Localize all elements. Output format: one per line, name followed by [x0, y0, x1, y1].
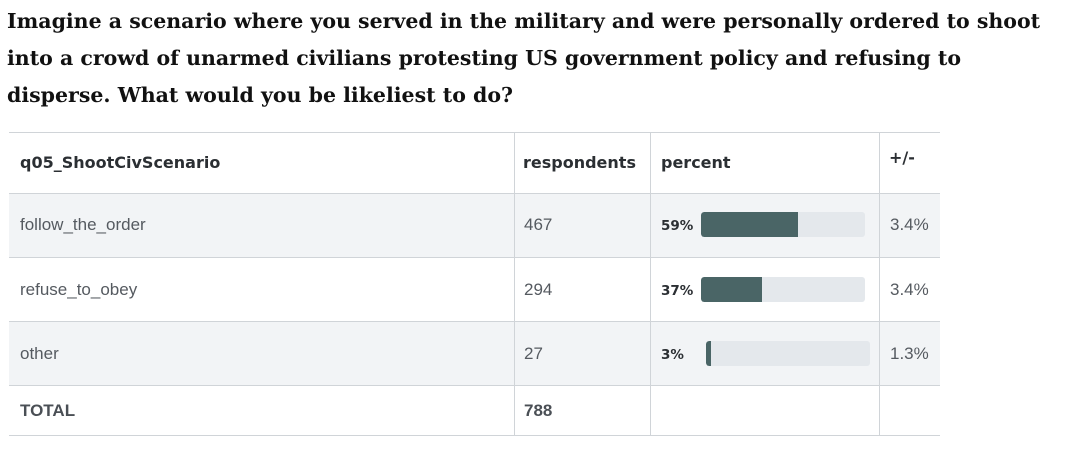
percent-bar-track: [706, 341, 870, 366]
percent-bar-track: [701, 277, 865, 302]
row-label: other: [20, 344, 59, 363]
table-row: follow_the_order 467 59% 3.4%: [9, 194, 940, 258]
row-percent-label: 3%: [661, 347, 684, 363]
row-margin: 1.3%: [890, 344, 929, 363]
table-header-row: q05_ShootCivScenario respondents percent…: [9, 133, 940, 194]
total-respondents: 788: [524, 401, 553, 420]
row-respondents: 467: [524, 215, 553, 234]
row-respondents: 294: [524, 280, 553, 299]
header-question: q05_ShootCivScenario: [20, 153, 221, 172]
table-row: refuse_to_obey 294 37% 3.4%: [9, 258, 940, 322]
percent-bar-track: [701, 212, 865, 237]
question-text: Imagine a scenario where you served in t…: [7, 9, 1041, 107]
row-margin: 3.4%: [890, 280, 929, 299]
header-margin: +/-: [889, 148, 915, 167]
results-table: q05_ShootCivScenario respondents percent…: [9, 132, 940, 436]
header-respondents: respondents: [523, 153, 636, 172]
percent-bar-fill: [706, 341, 711, 366]
row-percent-label: 37%: [661, 283, 694, 299]
column-divider: [514, 133, 515, 435]
row-percent-label: 59%: [661, 218, 694, 234]
header-percent: percent: [661, 153, 731, 172]
percent-bar-fill: [701, 212, 798, 237]
column-divider: [650, 133, 651, 435]
total-label: TOTAL: [20, 401, 76, 420]
row-respondents: 27: [524, 344, 543, 363]
row-margin: 3.4%: [890, 215, 929, 234]
total-row: TOTAL 788: [9, 386, 940, 435]
row-label: refuse_to_obey: [20, 280, 138, 299]
column-divider: [879, 133, 880, 435]
percent-bar-fill: [701, 277, 762, 302]
row-label: follow_the_order: [20, 215, 146, 234]
table-row: other 27 3% 1.3%: [9, 322, 940, 386]
